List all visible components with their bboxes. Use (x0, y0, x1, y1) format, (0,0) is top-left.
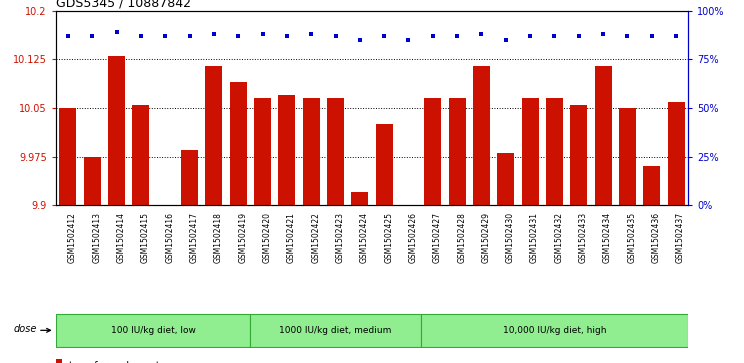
Bar (230, 82, 247, 205)
Point (62, 33, 74, 39)
Point (184, 33, 196, 39)
Text: 100 IU/kg diet, low: 100 IU/kg diet, low (111, 326, 196, 335)
Text: GSM1502435: GSM1502435 (627, 212, 636, 263)
Point (403, 37, 414, 43)
Bar (327, 98, 344, 205)
Bar (108, 56, 125, 205)
Point (111, 29, 123, 35)
Bar (181, 150, 198, 205)
Text: GSM1502418: GSM1502418 (214, 212, 223, 263)
Text: GSM1502429: GSM1502429 (481, 212, 490, 263)
Text: GSM1502420: GSM1502420 (263, 212, 272, 263)
Text: GSM1502414: GSM1502414 (117, 212, 126, 263)
Text: GSM1502419: GSM1502419 (238, 212, 247, 263)
Point (670, 33, 682, 39)
Point (427, 33, 439, 39)
Bar (376, 124, 393, 205)
Bar (424, 98, 441, 205)
Bar (522, 98, 539, 205)
Bar (251, 314, 420, 347)
Text: dose: dose (14, 323, 37, 334)
Text: GSM1502422: GSM1502422 (311, 212, 320, 263)
Point (330, 33, 341, 39)
Point (281, 33, 293, 39)
Point (573, 33, 585, 39)
Bar (205, 66, 222, 205)
Text: GSM1502433: GSM1502433 (579, 212, 588, 263)
Text: GSM1502428: GSM1502428 (457, 212, 466, 263)
Point (500, 37, 512, 43)
Point (354, 37, 366, 43)
Bar (619, 108, 636, 205)
Bar (644, 166, 660, 205)
Text: GSM1502415: GSM1502415 (141, 212, 150, 263)
Bar (157, 205, 174, 363)
Point (378, 33, 390, 39)
Point (257, 31, 269, 37)
Text: GSM1502416: GSM1502416 (165, 212, 174, 263)
Point (86, 33, 98, 39)
Bar (546, 98, 563, 205)
Point (475, 31, 487, 37)
Text: GSM1502424: GSM1502424 (360, 212, 369, 263)
Text: GSM1502434: GSM1502434 (603, 212, 612, 263)
Bar (60, 108, 77, 205)
Text: GSM1502427: GSM1502427 (433, 212, 442, 263)
Bar (351, 192, 368, 205)
Bar (449, 98, 466, 205)
Point (646, 33, 658, 39)
Bar (497, 153, 514, 205)
Text: GSM1502412: GSM1502412 (68, 212, 77, 263)
Text: GSM1502430: GSM1502430 (506, 212, 515, 263)
Point (305, 31, 317, 37)
Point (208, 31, 220, 37)
Point (451, 33, 463, 39)
Bar (84, 156, 100, 205)
Text: GSM1502413: GSM1502413 (92, 212, 101, 263)
Bar (254, 98, 271, 205)
Point (135, 33, 147, 39)
Bar (570, 105, 587, 205)
Text: 1000 IU/kg diet, medium: 1000 IU/kg diet, medium (279, 326, 391, 335)
Text: GSM1502417: GSM1502417 (190, 212, 199, 263)
Bar (56, 314, 251, 347)
Text: GSM1502436: GSM1502436 (652, 212, 661, 263)
Bar (278, 95, 295, 205)
Text: GDS5345 / 10887842: GDS5345 / 10887842 (56, 0, 190, 10)
Point (159, 33, 171, 39)
Point (597, 31, 609, 37)
Text: GSM1502431: GSM1502431 (530, 212, 539, 263)
Point (621, 33, 633, 39)
Bar (400, 205, 417, 363)
Bar (420, 314, 688, 347)
Text: GSM1502425: GSM1502425 (384, 212, 393, 263)
Bar (667, 102, 684, 205)
Point (525, 33, 536, 39)
Bar (473, 66, 490, 205)
Text: GSM1502423: GSM1502423 (336, 212, 344, 263)
Bar (132, 105, 150, 205)
Bar (303, 98, 320, 205)
Point (232, 33, 244, 39)
Text: GSM1502432: GSM1502432 (554, 212, 563, 263)
Text: GSM1502421: GSM1502421 (287, 212, 296, 263)
Text: GSM1502426: GSM1502426 (408, 212, 417, 263)
Point (548, 33, 560, 39)
Bar (594, 66, 612, 205)
Text: transformed count: transformed count (68, 361, 159, 363)
Text: GSM1502437: GSM1502437 (676, 212, 685, 263)
Text: 10,000 IU/kg diet, high: 10,000 IU/kg diet, high (503, 326, 606, 335)
Bar (56, 359, 62, 363)
